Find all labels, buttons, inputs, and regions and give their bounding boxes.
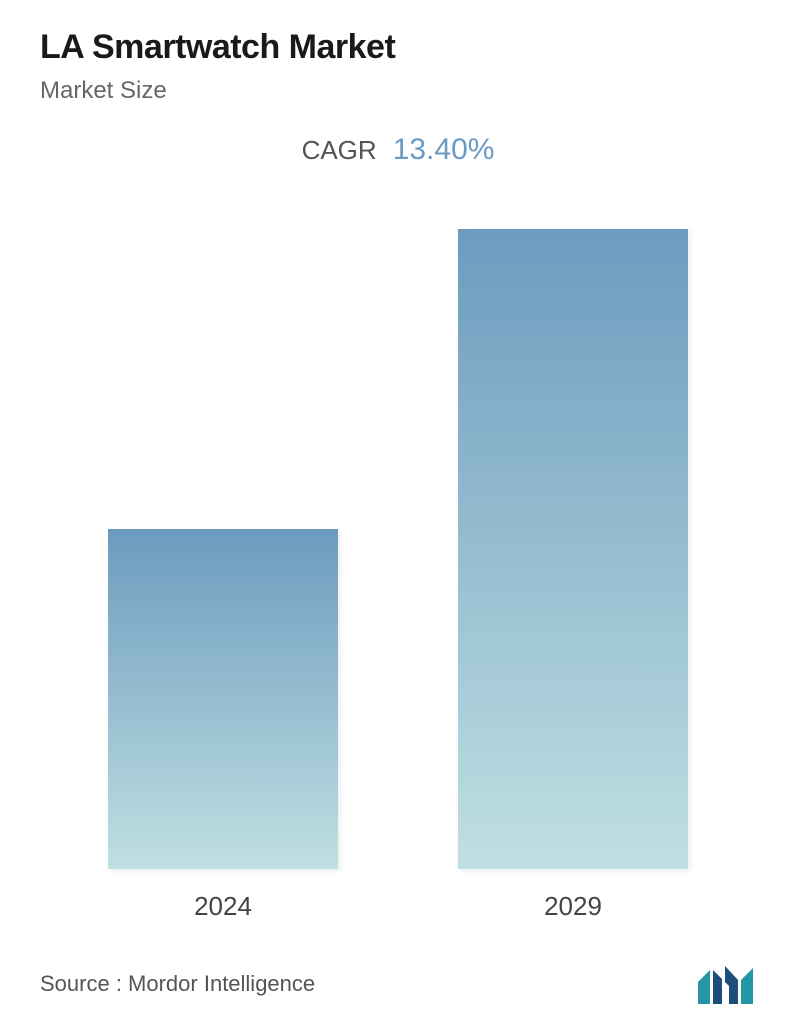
bar-chart: 2024 2029 <box>40 225 756 922</box>
bar <box>458 229 688 869</box>
cagr-label: CAGR <box>302 135 377 166</box>
chart-subtitle: Market Size <box>40 77 756 105</box>
cagr-row: CAGR 13.40% <box>40 133 756 167</box>
chart-title: LA Smartwatch Market <box>40 28 756 67</box>
source-text: Source : Mordor Intelligence <box>40 971 315 997</box>
brand-logo-icon <box>698 964 756 1004</box>
bar-group: 2029 <box>458 229 688 922</box>
chart-footer: Source : Mordor Intelligence <box>40 958 756 1004</box>
cagr-value: 13.40% <box>393 133 495 167</box>
bar-group: 2024 <box>108 529 338 922</box>
bar-label: 2029 <box>544 891 602 922</box>
bar-label: 2024 <box>194 891 252 922</box>
bar <box>108 529 338 869</box>
